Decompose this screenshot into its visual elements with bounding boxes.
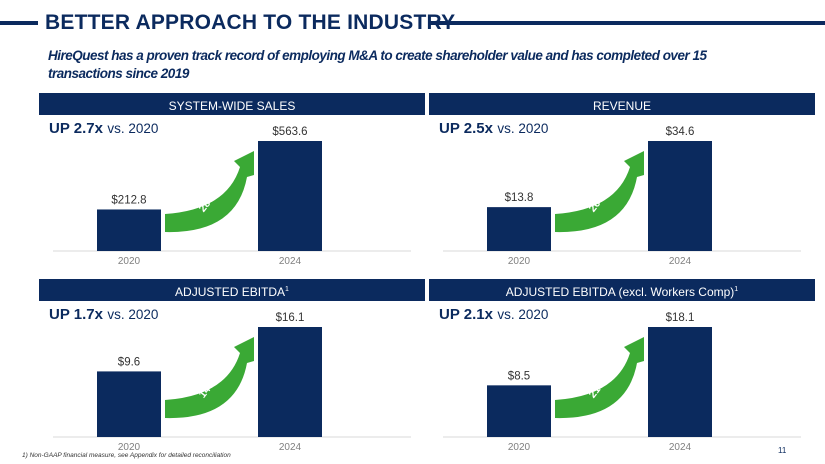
bar-2024	[258, 327, 322, 437]
title-rule-left	[0, 21, 38, 25]
cagr-arrow-shape	[165, 151, 254, 233]
cagr-arrow: 14% CAGR	[165, 337, 254, 419]
page-subtitle: HireQuest has a proven track record of e…	[48, 48, 707, 81]
data-label: $9.6	[118, 356, 140, 368]
x-tick-label: 2020	[508, 256, 531, 267]
bar-2020	[97, 209, 161, 251]
page-title: BETTER APPROACH TO THE INDUSTRY	[45, 11, 456, 34]
growth-multiple: UP 1.7x vs. 2020	[49, 306, 159, 323]
cagr-arrow-shape	[555, 337, 644, 419]
data-label: $13.8	[505, 192, 534, 204]
data-label: $16.1	[276, 312, 305, 324]
chart-title: ADJUSTED EBITDA (excl. Workers Comp)1	[429, 279, 815, 301]
x-tick-label: 2020	[118, 256, 141, 267]
page-number: 11	[778, 446, 787, 455]
data-label: $18.1	[666, 312, 695, 324]
chart-panel-system-wide-sales: SYSTEM-WIDE SALES UP 2.7x vs. 2020 $212.…	[39, 93, 425, 267]
chart-title: ADJUSTED EBITDA1	[39, 279, 425, 301]
data-label: $212.8	[111, 194, 146, 206]
data-label: $8.5	[508, 370, 530, 382]
data-label: $34.6	[666, 126, 695, 138]
growth-multiple: UP 2.7x vs. 2020	[49, 120, 159, 137]
bar-chart: $212.8 2020 $563.6 2024 28% CAGR	[53, 126, 411, 267]
bar-2024	[648, 327, 712, 437]
chart-panel-revenue: REVENUE UP 2.5x vs. 2020 $13.8 2020 $34.6 2…	[429, 93, 815, 267]
chart-panel-adjusted-ebitda: ADJUSTED EBITDA1 UP 1.7x vs. 2020 $9.6 20…	[39, 279, 425, 453]
growth-multiple: UP 2.5x vs. 2020	[439, 120, 549, 137]
bar-2020	[97, 371, 161, 437]
chart-panel-adjusted-ebitda-excl-workers-comp: ADJUSTED EBITDA (excl. Workers Comp)1 UP…	[429, 279, 815, 453]
chart-title: REVENUE	[429, 93, 815, 115]
cagr-arrow: 21% CAGR	[555, 337, 644, 419]
bar-2024	[258, 141, 322, 251]
x-tick-label: 2024	[669, 442, 692, 453]
x-tick-label: 2020	[508, 442, 531, 453]
bar-2024	[648, 141, 712, 251]
bar-chart: $13.8 2020 $34.6 2024 26% CAGR	[443, 126, 801, 267]
footnote: 1) Non-GAAP financial measure, see Appen…	[22, 452, 231, 459]
cagr-arrow: 26% CAGR	[555, 151, 644, 233]
cagr-arrow-shape	[555, 151, 644, 233]
data-label: $563.6	[272, 126, 307, 138]
x-tick-label: 2020	[118, 442, 141, 453]
title-rule-right	[428, 21, 825, 25]
bar-2020	[487, 385, 551, 437]
bar-chart: $8.5 2020 $18.1 2024 21% CAGR	[443, 312, 801, 453]
bar-2020	[487, 207, 551, 251]
growth-multiple: UP 2.1x vs. 2020	[439, 306, 549, 323]
x-tick-label: 2024	[669, 256, 692, 267]
cagr-arrow-shape	[165, 337, 254, 419]
cagr-arrow: 28% CAGR	[165, 151, 254, 233]
bar-chart: $9.6 2020 $16.1 2024 14% CAGR	[53, 312, 411, 453]
x-tick-label: 2024	[279, 256, 302, 267]
x-tick-label: 2024	[279, 442, 302, 453]
chart-title: SYSTEM-WIDE SALES	[39, 93, 425, 115]
